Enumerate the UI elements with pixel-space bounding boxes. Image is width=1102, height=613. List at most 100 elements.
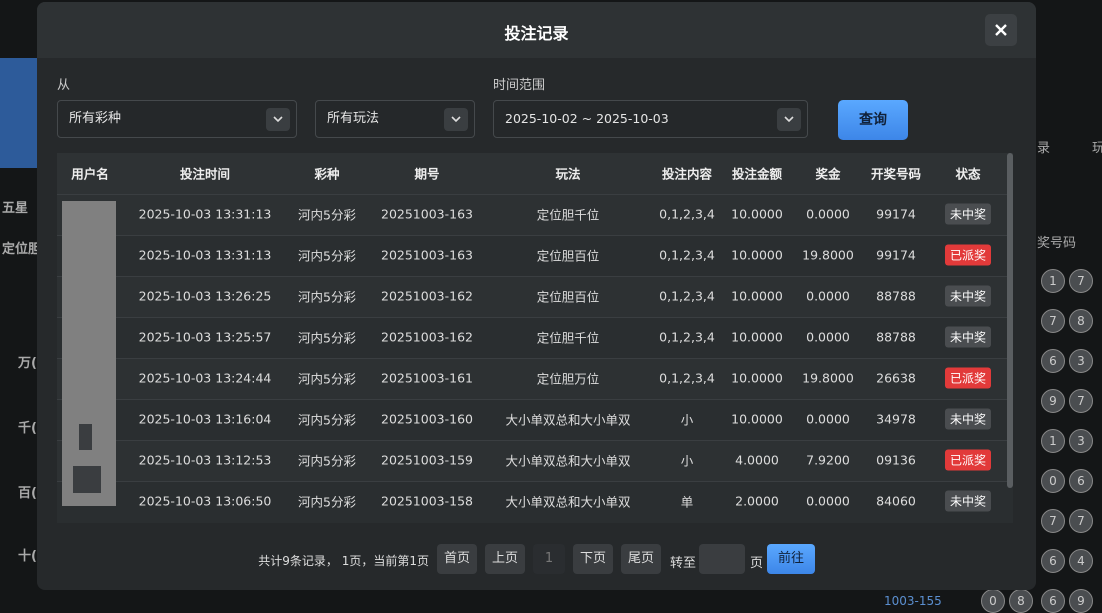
column-header: 彩种 [314,166,340,182]
number-ball: 3 [1069,349,1093,373]
next-page-button[interactable]: 下页 [573,544,613,574]
lottery-select-text: 所有彩种 [69,111,122,126]
table-cell: 小 [680,412,694,428]
table-cell: 河内5分彩 [298,412,356,428]
table-cell: 10.0000 [731,288,783,304]
table-cell: 84060 [876,493,916,509]
table-cell: 99174 [876,206,916,222]
dropdown-icon [777,108,801,131]
number-ball: 6 [1041,349,1065,373]
number-ball: 0 [1041,469,1065,493]
table-cell: 0,1,2,3,4 [659,370,715,386]
column-header: 玩法 [555,166,581,182]
date-range-text: 2025-10-02 ~ 2025-10-03 [505,111,669,126]
table-row [57,399,1013,440]
number-ball: 7 [1069,269,1093,293]
number-ball: 6 [1041,589,1065,613]
table-cell: 定位胆百位 [536,248,600,264]
side-tab: 录 [1037,141,1051,156]
number-ball: 7 [1041,509,1065,533]
table-row [57,440,1013,481]
table-cell: 单 [680,494,694,510]
table-cell: 4.0000 [735,452,779,468]
table-cell: 小 [680,453,694,469]
table-cell: 2025-10-03 13:16:04 [138,411,272,427]
page-input[interactable] [699,544,745,574]
number-ball: 9 [1069,589,1093,613]
number-ball: 1 [1041,429,1065,453]
scrollbar [1007,153,1013,488]
table-cell: 19.8000 [802,370,854,386]
page-summary: 共计9条记录， 1页，当前第1页 [258,554,429,568]
table-header-row [57,153,1013,194]
table-row [57,194,1013,235]
close-button[interactable] [985,14,1017,46]
status-tag: 未中奖 [944,490,992,512]
number-ball: 4 [1069,549,1093,573]
username-redacted [62,201,116,506]
table-cell: 2025-10-03 13:12:53 [138,452,272,468]
table-cell: 0.0000 [806,288,850,304]
table-cell: 2025-10-03 13:31:13 [138,247,272,263]
go-button[interactable]: 前往 [767,544,815,574]
number-ball: 3 [1069,429,1093,453]
table-cell: 0.0000 [806,493,850,509]
table: 用户名 投注时间 彩种 期号 玩法 投注内容 投注金额 奖金 开奖号码 状态 2025-10-03 … [57,153,1013,523]
table-cell: 河内5分彩 [298,371,356,387]
number-ball: 7 [1069,509,1093,533]
table-cell: 20251003-159 [381,452,473,468]
side-label: 百( [18,486,37,501]
number-ball: 6 [1041,549,1065,573]
side-label: 千( [18,421,37,436]
table-cell: 26638 [876,370,916,386]
table-cell: 定位胆百位 [536,289,600,305]
side-label: 十( [18,549,37,564]
status-tag: 未中奖 [944,408,992,430]
last-page-button[interactable]: 尾页 [621,544,661,574]
prev-page-button[interactable]: 上页 [485,544,525,574]
query-button[interactable]: 查询 [838,100,908,140]
table-cell: 20251003-161 [381,370,473,386]
number-ball: 9 [1041,389,1065,413]
table-cell: 10.0000 [731,329,783,345]
table-cell: 大小单双总和大小单双 [505,412,631,428]
column-header: 投注时间 [179,166,231,182]
side-tab: 玩 [1092,141,1102,156]
table-cell: 20251003-163 [381,247,473,263]
table-cell: 09136 [876,452,916,468]
status-tag: 已派奖 [944,449,992,471]
table-cell: 河内5分彩 [298,494,356,510]
table-row [57,358,1013,399]
table-row [57,235,1013,276]
dropdown-icon [266,108,290,131]
side-period: 1003-155 [884,594,942,608]
modal: 投注记录 从 所有彩种 所有玩法 时间范围 2025-10-02 ~ 2025-… [37,2,1036,590]
column-header: 状态 [955,166,981,182]
table-cell: 10.0000 [731,411,783,427]
table-cell: 20251003-158 [381,493,473,509]
status-tag: 未中奖 [944,326,992,348]
status-tag: 已派奖 [944,244,992,266]
first-page-button[interactable]: 首页 [437,544,477,574]
table-cell: 88788 [876,329,916,345]
table-cell: 河内5分彩 [298,453,356,469]
goto-label: 转至 [670,556,697,571]
table-cell: 2025-10-03 13:25:57 [138,329,272,345]
table-cell: 10.0000 [731,370,783,386]
table-cell: 10.0000 [731,206,783,222]
table-cell: 2025-10-03 13:24:44 [138,370,272,386]
column-header: 投注内容 [661,166,713,182]
lottery-select[interactable]: 所有彩种 [57,100,297,138]
table-cell: 0,1,2,3,4 [659,206,715,222]
status-tag: 已派奖 [944,367,992,389]
table-cell: 2025-10-03 13:06:50 [138,493,272,509]
column-header: 投注金额 [731,166,783,182]
side-label: 五星 [2,201,29,216]
side-label: 定位胆 [2,242,42,257]
banner-image [0,58,37,168]
date-range-select[interactable]: 2025-10-02 ~ 2025-10-03 [493,100,808,138]
table-cell: 大小单双总和大小单双 [505,453,631,469]
column-header: 用户名 [71,166,109,182]
table-cell: 大小单双总和大小单双 [505,494,631,510]
